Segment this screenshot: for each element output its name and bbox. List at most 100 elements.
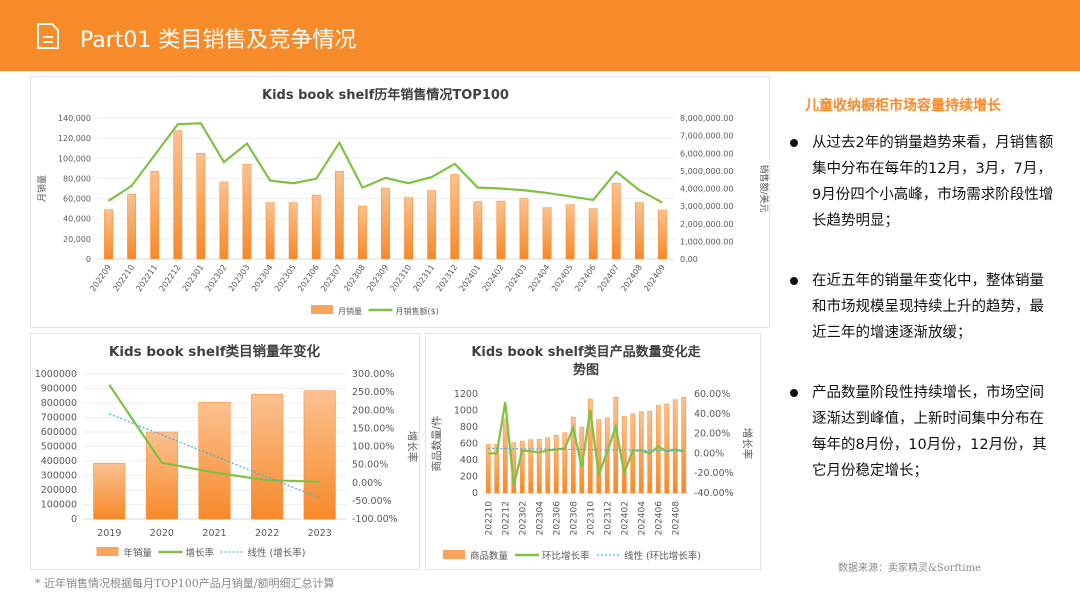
bar [638, 411, 644, 494]
y-tick-label: 60,000 [63, 195, 91, 204]
y2-tick-label: 1,000,000.00 [680, 237, 733, 246]
y2-tick-label: 50.00% [352, 460, 388, 471]
bar [242, 164, 252, 260]
y-tick-label: 140,000 [58, 114, 91, 123]
y-tick-label: 300000 [41, 471, 77, 482]
x-tick-label: 202309 [365, 263, 390, 293]
y2-tick-label: 40.00% [694, 409, 730, 420]
y2-tick-label: 2,000,000.00 [680, 220, 733, 229]
x-tick-label: 202405 [550, 263, 575, 293]
y-tick-label: 800000 [41, 398, 77, 409]
x-tick-label: 202312 [434, 263, 459, 293]
legend-label: 增长率 [186, 547, 215, 559]
x-tick-label: 2020 [150, 528, 174, 539]
bar [358, 205, 367, 260]
y-tick-label: 400000 [41, 456, 77, 467]
x-tick-label: 202210 [484, 501, 494, 536]
x-tick-label: 202212 [501, 501, 511, 535]
bullet-item: 产品数量阶段性持续增长，市场空间逐渐达到峰值，上新时间集中分布在每年的8月份，1… [788, 380, 1058, 484]
bar [173, 130, 183, 260]
legend-label: 年销量 [124, 547, 153, 559]
bar [611, 183, 621, 260]
y2-axis-label: 增长率 [406, 431, 419, 463]
bar [473, 201, 483, 260]
bullet-item: 在近五年的销量年变化中，整体销量和市场规模呈现持续上升的趋势，最近三年的增速逐渐… [788, 268, 1058, 346]
x-tick-label: 202304 [535, 501, 545, 536]
x-tick-label: 202409 [642, 263, 667, 293]
bar [485, 444, 491, 494]
series-line [488, 401, 684, 486]
legend-swatch-bar [443, 550, 465, 559]
data-source: 数据来源：卖家精灵&Sorftime [838, 563, 981, 574]
chart-panel-product-count: Kids book shelf类目产品数量变化走 势图 0 200 400 600 800 1… [425, 333, 761, 570]
y-tick-label: 600 [460, 439, 478, 450]
y2-tick-label: 100.00% [352, 442, 394, 453]
x-tick-label: 202306 [552, 501, 562, 536]
bar [613, 397, 619, 494]
legend-swatch-bar [311, 305, 333, 314]
x-tick-label: 202403 [504, 263, 529, 293]
bar [196, 153, 206, 260]
x-tick-label: 202305 [273, 263, 298, 293]
bar [553, 435, 559, 494]
y2-tick-label: 20.00% [694, 429, 730, 440]
x-tick-label: 202406 [654, 501, 664, 536]
y2-tick-label: 8,000,000.00 [680, 114, 733, 123]
y-tick-label: 0 [472, 488, 478, 499]
y-tick-label: 900000 [41, 384, 77, 395]
y-tick-label: 200000 [41, 485, 77, 496]
bar [655, 405, 661, 494]
x-tick-label: 202212 [158, 263, 183, 293]
y-tick-label: 80,000 [63, 174, 91, 183]
y2-tick-label: 6,000,000.00 [680, 149, 733, 158]
x-tick-label: 202407 [596, 263, 621, 293]
bar [562, 432, 568, 494]
footnote: * 近年销售情况根据每月TOP100产品月销量/额明细汇总计算 [35, 577, 335, 590]
x-tick-label: 202312 [603, 501, 613, 535]
bar [634, 202, 644, 260]
bullet-text: 从过去2年的销量趋势来看，月销售额集中分布在每年的12月，3月，7月，9月份四个… [812, 135, 1054, 229]
bar [672, 399, 678, 494]
legend-label: 商品数量 [470, 550, 509, 562]
x-tick-label: 202310 [388, 263, 413, 293]
document-icon [37, 23, 59, 49]
y-tick-label: 600000 [41, 427, 77, 438]
x-tick-label: 202308 [569, 501, 579, 536]
x-tick-label: 2023 [308, 528, 332, 539]
y2-tick-label: 250.00% [352, 387, 394, 398]
y-axis-label: 月销量 [36, 175, 48, 202]
y2-tick-label: -20.00% [694, 468, 734, 479]
trend-line [109, 413, 320, 499]
x-tick-label: 202302 [518, 501, 528, 535]
bar [621, 416, 627, 494]
bar [303, 390, 336, 520]
x-tick-label: 202401 [458, 263, 483, 293]
y2-tick-label: 5,000,000.00 [680, 167, 733, 176]
bullet-dot-icon [790, 277, 798, 285]
bar [127, 193, 137, 260]
monthly-sales-chart: Kids book shelf历年销售情况TOP100 0 20,000 40,000… [36, 87, 770, 316]
x-tick-label: 202308 [342, 263, 367, 293]
bar [251, 394, 284, 520]
x-tick-label: 202310 [586, 501, 596, 536]
y-tick-label: 0 [86, 255, 91, 264]
chart-title: Kids book shelf类目销量年变化 [109, 343, 321, 360]
y-tick-label: 1000 [454, 406, 478, 417]
bar [519, 198, 529, 260]
bar [519, 440, 525, 494]
x-tick-label: 202304 [250, 263, 275, 293]
y2-tick-label: 4,000,000.00 [680, 185, 733, 194]
legend-label: 线性 (环比增长率) [624, 550, 701, 562]
y-tick-label: 40,000 [63, 215, 91, 224]
bullet-item: 从过去2年的销量趋势来看，月销售额集中分布在每年的12月，3月，7月，9月份四个… [788, 130, 1058, 234]
series-line [107, 122, 663, 204]
bar [565, 204, 575, 260]
header-bar: Part01 类目销售及竞争情况 [0, 0, 1080, 71]
y-tick-label: 500000 [41, 442, 77, 453]
y-tick-label: 200 [460, 472, 478, 483]
bar [381, 187, 390, 260]
x-tick-label: 2019 [97, 528, 121, 539]
y-tick-label: 800 [460, 422, 478, 433]
x-tick-label: 202306 [296, 263, 321, 293]
